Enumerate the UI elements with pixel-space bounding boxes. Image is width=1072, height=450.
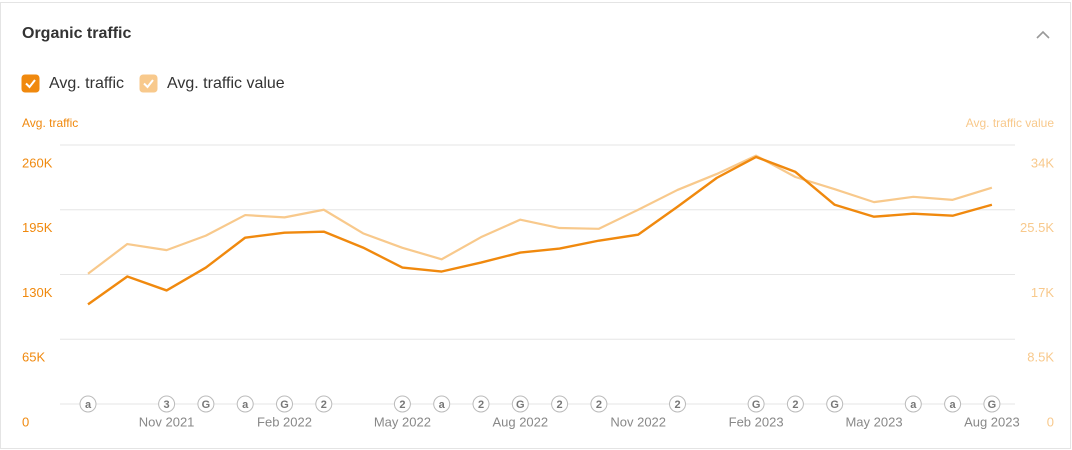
annotation-label: G [202,399,211,411]
annotation-marker[interactable]: a [79,395,97,413]
annotation-circle[interactable] [276,395,293,413]
annotation-label: G [752,399,761,411]
plot: Avg. traffic Avg. traffic value 0 65K 130K 19… [22,116,1054,429]
annotation-label: G [830,399,839,411]
y-tick-label: 65K [22,350,45,365]
x-tick-label: Nov 2021 [139,414,195,429]
annotation-marker[interactable]: 2 [393,395,411,413]
y2-axis-title: Avg. traffic value [966,116,1055,130]
annotation-marker[interactable]: a [944,395,962,413]
annotation-label: 2 [792,399,798,411]
annotation-marker[interactable]: G [983,395,1001,413]
annotation-marker[interactable]: 3 [158,395,176,413]
y-tick-label: 130K [22,285,53,300]
series-line [87,155,993,306]
annotation-marker[interactable]: 2 [786,395,804,413]
annotation-marker[interactable]: 2 [590,395,608,413]
annotation-marker[interactable]: G [747,395,765,413]
y-axis-title: Avg. traffic [22,116,78,130]
annotation-circle[interactable] [551,395,569,413]
annotation-circle[interactable] [158,395,176,413]
x-tick-label: Feb 2023 [729,414,784,429]
annotation-label: 2 [596,399,602,411]
annotation-marker[interactable]: G [197,395,215,413]
y-tick-label: 0 [22,414,29,429]
x-tick-label: Nov 2022 [610,414,666,429]
x-tick-label: Feb 2022 [257,414,312,429]
annotation-marker[interactable]: a [236,395,254,413]
annotation-circle[interactable] [669,395,686,413]
annotation-label: a [242,399,249,411]
annotation-marker[interactable]: 2 [669,395,686,413]
legend: Avg. traffic Avg. traffic value [21,74,285,93]
annotation-circle[interactable] [236,395,254,413]
annotation-circle[interactable] [786,395,804,413]
x-tick-label: Aug 2023 [964,414,1020,429]
legend-label: Avg. traffic value [167,75,285,92]
x-tick-label: May 2022 [374,414,431,429]
check-mark [25,79,36,89]
annotation-label: G [988,399,997,411]
annotation-circle[interactable] [393,395,411,413]
annotation-circle[interactable] [590,395,608,413]
check-mark [143,79,154,89]
annotation-label: 3 [164,399,170,411]
annotation-label: 2 [674,399,680,411]
annotation-marker[interactable]: a [904,395,922,413]
annotation-circle[interactable] [472,395,490,413]
annotation-marker[interactable]: 2 [472,395,490,413]
annotation-marker[interactable]: a [433,395,451,413]
annotation-label: a [910,399,917,411]
y2-tick-label: 17K [1031,285,1054,300]
series-line [87,154,993,275]
annotation-label: 2 [321,399,327,411]
y-tick-label: 260K [22,155,53,170]
checkbox[interactable] [21,74,40,93]
annotation-label: a [439,399,446,411]
annotation-circle[interactable] [197,395,215,413]
annotation-marker[interactable]: G [276,395,293,413]
annotation-label: G [516,399,525,411]
legend-item[interactable]: Avg. traffic value [139,74,285,93]
y-tick-label: 195K [22,220,53,235]
annotation-circle[interactable] [904,395,922,413]
y2-tick-label: 0 [1047,414,1054,429]
annotation-marker[interactable]: 2 [551,395,569,413]
annotation-circle[interactable] [983,395,1001,413]
annotation-label: a [950,399,957,411]
annotation-label: a [85,399,92,411]
collapse-chevron[interactable] [1036,30,1050,39]
x-tick-label: May 2023 [845,414,902,429]
annotation-circle[interactable] [511,395,529,413]
y2-tick-label: 34K [1031,155,1054,170]
annotation-marker[interactable]: G [511,395,529,413]
y2-tick-label: 8.5K [1027,350,1054,365]
annotation-label: 2 [478,399,484,411]
annotation-label: 2 [557,399,563,411]
annotation-circle[interactable] [826,395,844,413]
x-tick-label: Aug 2022 [492,414,548,429]
annotation-circle[interactable] [79,395,97,413]
card-title: Organic traffic [22,25,131,42]
annotation-circle[interactable] [747,395,765,413]
annotation-circle[interactable] [944,395,962,413]
legend-label: Avg. traffic [49,75,124,92]
checkbox[interactable] [139,74,158,93]
legend-item[interactable]: Avg. traffic [21,74,124,93]
y2-tick-label: 25.5K [1020,220,1054,235]
annotation-label: G [280,399,289,411]
annotation-circle[interactable] [315,395,333,413]
annotation-label: 2 [399,399,405,411]
annotation-marker[interactable]: 2 [315,395,333,413]
annotation-circle[interactable] [433,395,451,413]
annotation-marker[interactable]: G [826,395,844,413]
